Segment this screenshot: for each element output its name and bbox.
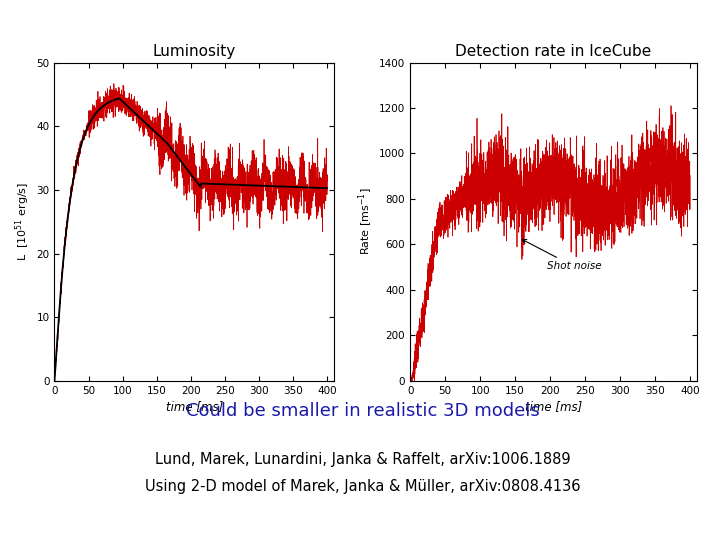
Text: Using 2-D model of Marek, Janka & Müller, arXiv:0808.4136: Using 2-D model of Marek, Janka & Müller… bbox=[145, 479, 581, 494]
Text: Variability seen in Neutrinos: Variability seen in Neutrinos bbox=[173, 19, 553, 44]
X-axis label: time [ms]: time [ms] bbox=[166, 400, 223, 413]
Text: Could be smaller in realistic 3D models: Could be smaller in realistic 3D models bbox=[186, 401, 540, 420]
Y-axis label: L  [10$^{51}$ erg/s]: L [10$^{51}$ erg/s] bbox=[14, 182, 32, 261]
Text: 2nd Schrödinger Lecture, University Vienna, 10 May 2011: 2nd Schrödinger Lecture, University Vien… bbox=[476, 524, 719, 534]
Title: Detection rate in IceCube: Detection rate in IceCube bbox=[455, 44, 652, 59]
Y-axis label: Rate [ms$^{-1}$]: Rate [ms$^{-1}$] bbox=[356, 188, 375, 256]
Text: Shot noise: Shot noise bbox=[522, 239, 601, 271]
Text: Lund, Marek, Lunardini, Janka & Raffelt, arXiv:1006.1889: Lund, Marek, Lunardini, Janka & Raffelt,… bbox=[155, 452, 571, 467]
X-axis label: time [ms]: time [ms] bbox=[525, 400, 582, 413]
Title: Luminosity: Luminosity bbox=[152, 44, 236, 59]
Text: Georg Raffelt, MPI Physics, Munich: Georg Raffelt, MPI Physics, Munich bbox=[7, 524, 153, 534]
